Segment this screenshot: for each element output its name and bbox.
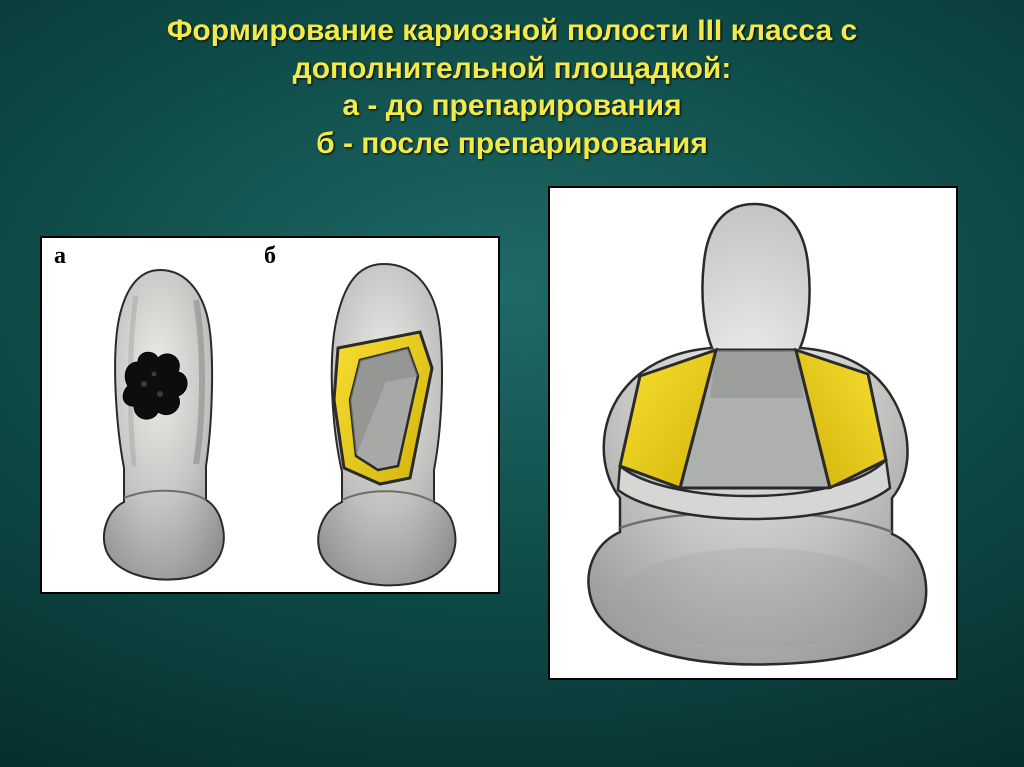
tooth-large-illustration [568,198,938,668]
title-line-3: а - до препарирования [342,89,681,122]
title-line-4: б - после препарирования [316,127,708,160]
slide-title: Формирование кариозной полости III класс… [0,12,1024,162]
title-line-2: дополнительной площадкой: [293,52,732,85]
label-b: б [264,244,276,268]
label-a: а [54,244,66,268]
figure-right-panel [548,186,958,680]
figure-left-panel: а б [40,236,500,594]
tooth-a-illustration [78,266,248,586]
tooth-b-illustration [290,260,480,590]
title-line-1: Формирование кариозной полости III класс… [167,14,857,47]
slide: Формирование кариозной полости III класс… [0,0,1024,767]
